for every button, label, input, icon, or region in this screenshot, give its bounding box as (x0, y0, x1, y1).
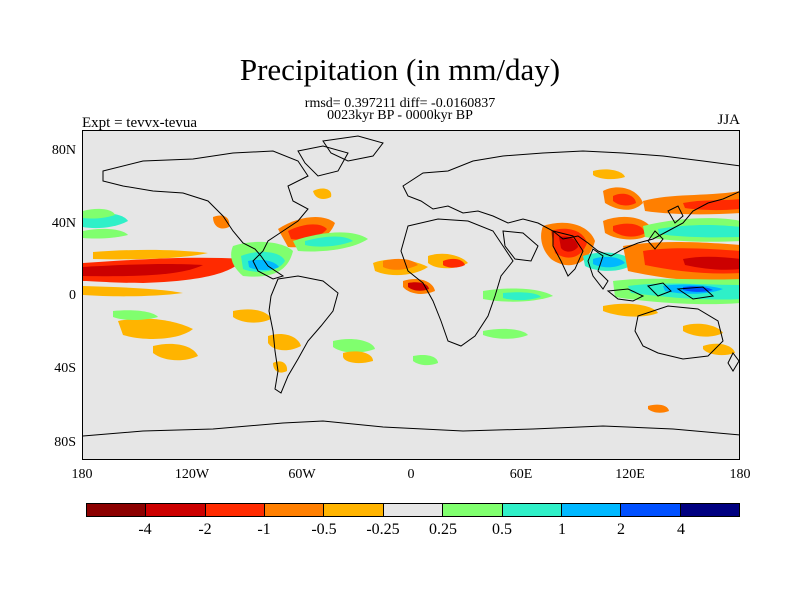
colorbar-label: -1 (257, 521, 271, 538)
anomaly-patches (83, 169, 739, 413)
map-canvas (83, 135, 739, 437)
colorbar-label: 0.25 (429, 521, 457, 538)
y-tick-label: 40S (54, 361, 76, 376)
colorbar-label: -4 (138, 521, 152, 538)
precipitation-map (82, 130, 740, 460)
colorbar-label: 4 (677, 521, 685, 538)
x-tick-label: 180 (71, 467, 93, 482)
colorbar-segment (680, 504, 739, 516)
experiment-label: Expt = tevvx-tevua (82, 115, 198, 131)
period-line: 0023kyr BP - 0000kyr BP (327, 108, 473, 123)
colorbar-label: 0.5 (492, 521, 512, 538)
y-tick-label: 40N (51, 216, 76, 231)
colorbar-segment (205, 504, 266, 516)
map-title: Precipitation (in mm/day) (239, 52, 561, 87)
season-label: JJA (717, 112, 740, 128)
colorbar-segment (561, 504, 622, 516)
x-tick-label: 60W (288, 467, 316, 482)
colorbar-segment (443, 504, 503, 516)
colorbar-label: -0.25 (366, 521, 400, 538)
colorbar-segment (146, 504, 206, 516)
coastlines (83, 135, 739, 437)
colorbar-segment (502, 504, 562, 516)
colorbar-segment (383, 504, 444, 516)
stats-line: rmsd= 0.397211 diff= -0.0160837 (304, 96, 496, 111)
x-tick-label: 0 (407, 467, 415, 482)
colorbar-label: -2 (198, 521, 212, 538)
colorbar-segment (87, 504, 147, 516)
colorbar-segment (265, 504, 325, 516)
colorbar-label: 2 (617, 521, 625, 538)
colorbar-segment (324, 504, 384, 516)
colorbar (86, 503, 740, 517)
y-tick-label: 0 (69, 288, 76, 303)
colorbar-label: 1 (558, 521, 566, 538)
x-tick-label: 180 (729, 467, 751, 482)
colorbar-label: -0.5 (311, 521, 337, 538)
y-tick-label: 80N (51, 143, 76, 158)
x-tick-label: 120W (174, 467, 210, 482)
x-tick-label: 120E (615, 467, 645, 482)
x-tick-label: 60E (509, 467, 533, 482)
y-tick-label: 80S (54, 435, 76, 450)
colorbar-segment (621, 504, 681, 516)
